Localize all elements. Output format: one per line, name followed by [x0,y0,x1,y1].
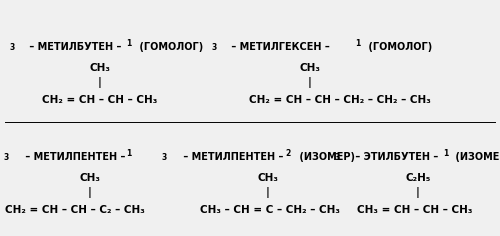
Text: – ЭТИЛБУТЕН –: – ЭТИЛБУТЕН – [352,152,442,162]
Text: – МЕТИЛБУТЕН –: – МЕТИЛБУТЕН – [26,42,125,52]
Text: |: | [308,77,312,88]
Text: CH₂ = CH – CH – CH₃: CH₂ = CH – CH – CH₃ [42,95,158,105]
Text: – МЕТИЛПЕНТЕН –: – МЕТИЛПЕНТЕН – [22,152,129,162]
Text: CH₃: CH₃ [258,173,278,183]
Text: – МЕТИЛГЕКСЕН –: – МЕТИЛГЕКСЕН – [228,42,333,52]
Text: CH₂ = CH – CH – C₂ – CH₃: CH₂ = CH – CH – C₂ – CH₃ [5,205,145,215]
Text: |: | [266,187,270,198]
Text: – МЕТИЛПЕНТЕН –: – МЕТИЛПЕНТЕН – [180,152,287,162]
Text: CH₃: CH₃ [80,173,100,183]
Text: CH₃ = CH – CH – CH₃: CH₃ = CH – CH – CH₃ [357,205,473,215]
Text: |: | [98,77,102,88]
Text: 3: 3 [4,152,9,161]
Text: 3: 3 [162,152,167,161]
Text: |: | [88,187,92,198]
Text: 1: 1 [126,39,131,49]
Text: CH₃: CH₃ [300,63,320,73]
Text: |: | [416,187,420,198]
Text: C₂H₅: C₂H₅ [406,173,430,183]
Text: 1: 1 [126,149,131,159]
Text: 1: 1 [443,149,448,159]
Text: CH₂ = CH – CH – CH₂ – CH₂ – CH₃: CH₂ = CH – CH – CH₂ – CH₂ – CH₃ [249,95,431,105]
Text: 3: 3 [335,152,340,161]
Text: 1: 1 [355,39,360,49]
Text: (ИЗОМЕР): (ИЗОМЕР) [296,152,355,162]
Text: 3: 3 [212,42,217,51]
Text: 3: 3 [10,42,15,51]
Text: (ГОМОЛОГ): (ГОМОЛОГ) [365,42,432,52]
Text: (ГОМОЛОГ): (ГОМОЛОГ) [136,42,203,52]
Text: CH₃ – CH = C – CH₂ – CH₃: CH₃ – CH = C – CH₂ – CH₃ [200,205,340,215]
Text: (ИЗОМЕР): (ИЗОМЕР) [452,152,500,162]
Text: CH₃: CH₃ [90,63,110,73]
Text: 2: 2 [285,149,290,159]
